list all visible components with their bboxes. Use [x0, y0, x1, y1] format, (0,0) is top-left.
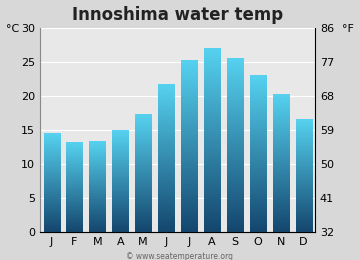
Y-axis label: °F: °F: [342, 24, 354, 34]
Text: © www.seatemperature.org: © www.seatemperature.org: [126, 252, 234, 260]
Y-axis label: °C: °C: [6, 24, 19, 34]
Title: Innoshima water temp: Innoshima water temp: [72, 5, 283, 24]
